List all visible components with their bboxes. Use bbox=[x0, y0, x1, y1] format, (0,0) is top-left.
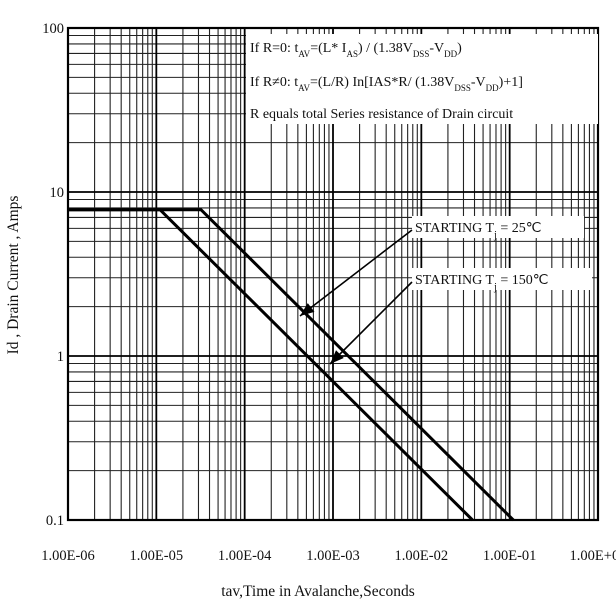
note-line-3: R equals total Series resistance of Drai… bbox=[250, 107, 513, 122]
y-tick-label: 1 bbox=[57, 349, 64, 365]
x-tick-label: 1.00E-04 bbox=[218, 548, 272, 564]
annotation-tj-150c: STARTING Tj = 150℃ bbox=[415, 273, 548, 293]
plot-frame bbox=[66, 26, 600, 522]
series-layer bbox=[68, 208, 515, 522]
annotation-tj-25c: STARTING Tj = 25℃ bbox=[415, 221, 541, 241]
annotation-arrows bbox=[299, 229, 413, 365]
y-tick-labels: 100 10 1 0.1 bbox=[42, 21, 64, 529]
x-tick-label: 1.00E-03 bbox=[306, 548, 360, 564]
note-line-1: If R=0: tAV=(L* IAS) / (1.38VDSS-VDD) bbox=[250, 41, 462, 59]
note-line-2: If R≠0: tAV=(L/R) In[IAS*R/ (1.38VDSS-VD… bbox=[250, 75, 523, 93]
x-tick-label: 1.00E-01 bbox=[483, 548, 537, 564]
arrow-tj-150c-shaft bbox=[329, 281, 413, 365]
series-line-tj-150c bbox=[68, 208, 474, 522]
y-tick-label: 10 bbox=[50, 185, 65, 201]
arrow-tj-150c-head bbox=[330, 350, 344, 364]
x-axis-label: tav,Time in Avalanche,Seconds bbox=[221, 583, 415, 600]
y-axis-label: Id , Drain Current , Amps bbox=[5, 196, 22, 355]
x-tick-label: 1.00E+00 bbox=[570, 548, 616, 564]
note-background bbox=[246, 34, 598, 124]
series-line-tj-25c bbox=[68, 208, 515, 522]
arrow-tj-25c-head bbox=[300, 303, 315, 316]
annotation-background-25c bbox=[412, 216, 584, 238]
y-tick-label: 100 bbox=[42, 21, 64, 37]
x-tick-label: 1.00E-06 bbox=[41, 548, 95, 564]
x-tick-label: 1.00E-02 bbox=[395, 548, 449, 564]
y-tick-label: 0.1 bbox=[46, 513, 64, 529]
x-tick-label: 1.00E-05 bbox=[130, 548, 184, 564]
annotation-background-150c bbox=[412, 268, 592, 290]
arrow-tj-25c-shaft bbox=[299, 229, 413, 317]
x-tick-labels: 1.00E-06 1.00E-05 1.00E-04 1.00E-03 1.00E-02… bbox=[41, 548, 616, 564]
